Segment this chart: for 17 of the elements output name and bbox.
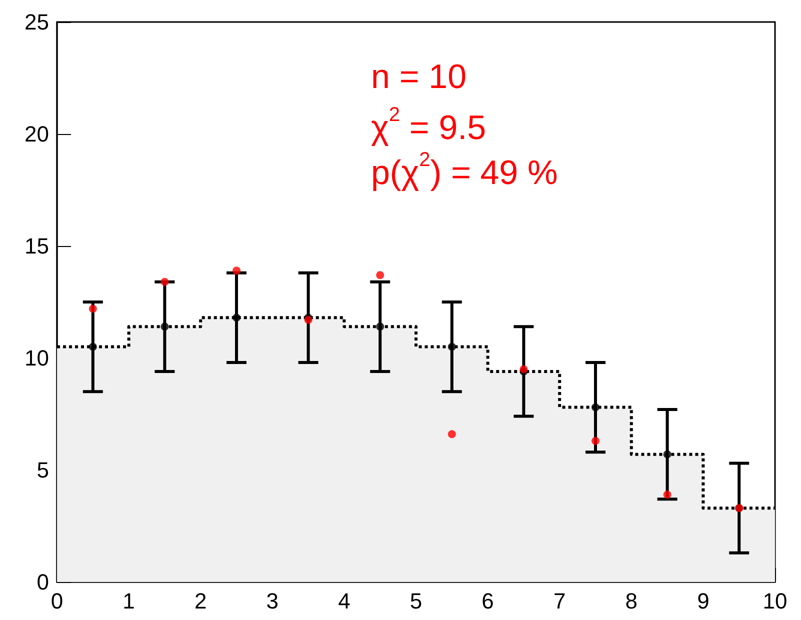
x-tick-label: 7 <box>553 588 566 614</box>
x-tick-label: 8 <box>625 588 638 614</box>
x-tick-label: 1 <box>122 588 135 614</box>
x-tick-label: 10 <box>762 588 788 614</box>
y-tick-label: 0 <box>36 570 49 594</box>
x-tick-label: 6 <box>482 588 494 614</box>
x-tick-label: 2 <box>194 588 207 614</box>
x-tick-label: 5 <box>410 588 422 614</box>
y-tick-label: 5 <box>36 458 49 482</box>
annotation: n = 10 <box>371 58 466 96</box>
x-tick-label: 4 <box>338 588 350 614</box>
y-tick-label: 25 <box>24 10 49 34</box>
x-tick-label: 9 <box>697 588 710 614</box>
y-tick-label: 20 <box>24 122 49 146</box>
y-tick-label: 15 <box>24 234 49 258</box>
x-tick-label: 3 <box>266 588 279 614</box>
y-tick-label: 10 <box>24 346 49 370</box>
